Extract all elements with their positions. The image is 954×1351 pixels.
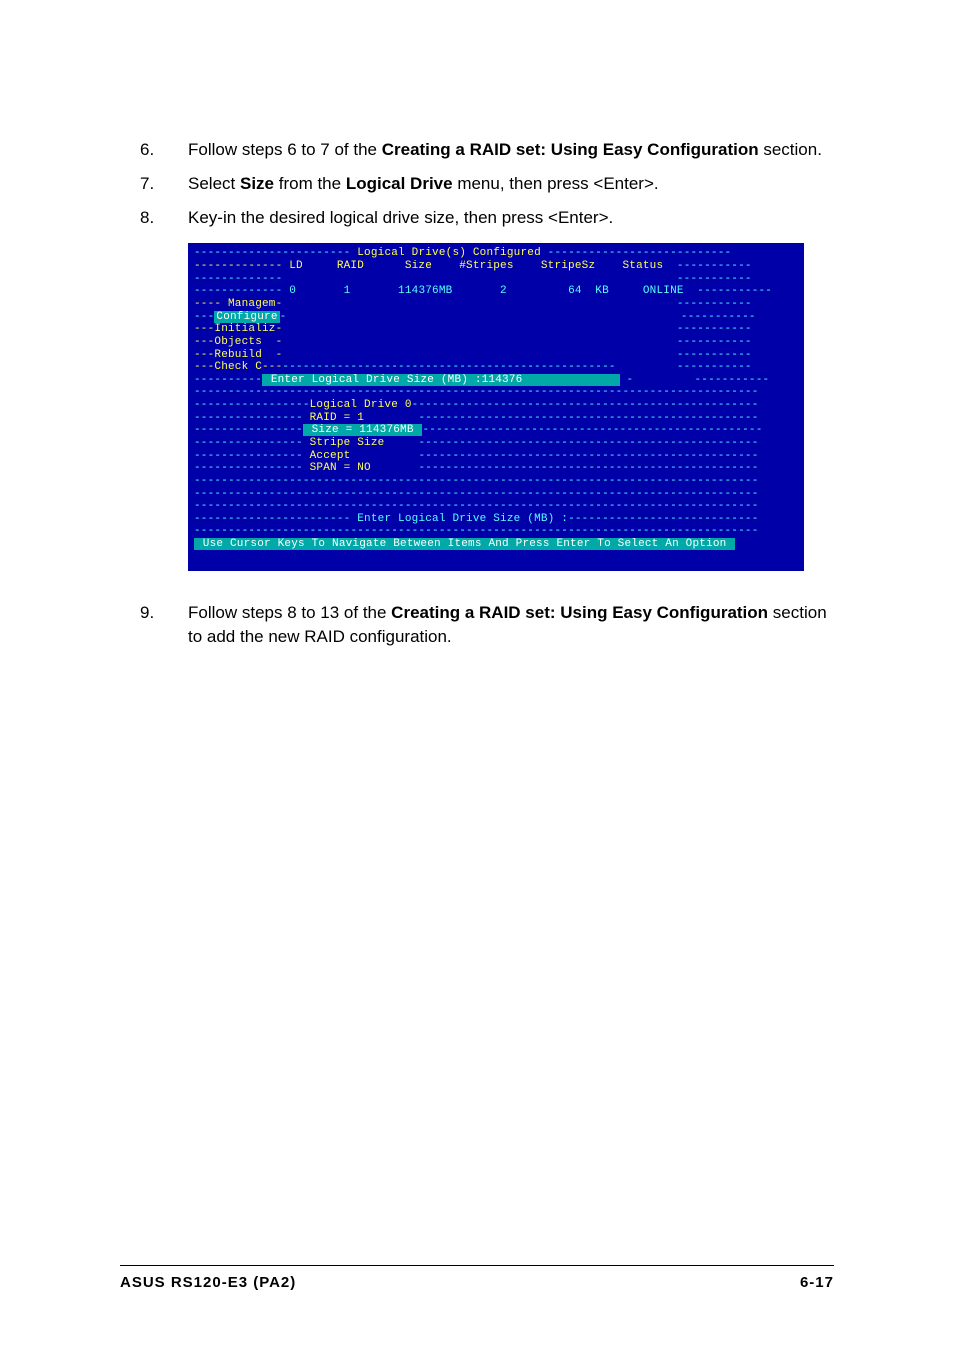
bios-menu-objects: ---Objects - ----------- xyxy=(194,336,798,349)
bios-dash: ------------- ----------- xyxy=(194,273,798,286)
text-part: Key-in the desired logical drive size, t… xyxy=(188,208,613,227)
text-part: from the xyxy=(274,174,346,193)
instruction-list-2: 9. Follow steps 8 to 13 of the Creating … xyxy=(140,601,834,649)
text-part-bold: Creating a RAID set: Using Easy Configur… xyxy=(382,140,759,159)
bios-title-row: ----------------------- Logical Drive(s)… xyxy=(194,247,798,260)
text-part: Follow steps 8 to 13 of the xyxy=(188,603,391,622)
bios-ld0-size: ---------------- Size = 114376MB -------… xyxy=(194,424,798,437)
bios-data-row: ------------- 0 1 114376MB 2 64 KB ONLIN… xyxy=(194,285,798,298)
bios-prompt-row: ----------------------- Enter Logical Dr… xyxy=(194,513,798,526)
text-part-bold: Creating a RAID set: Using Easy Configur… xyxy=(391,603,768,622)
bios-ld0-title: -----------------Logical Drive 0--------… xyxy=(194,399,798,412)
bios-menu-rebuild: ---Rebuild - ----------- xyxy=(194,349,798,362)
step-number: 9. xyxy=(140,601,188,649)
bios-screenshot: ----------------------- Logical Drive(s)… xyxy=(188,243,804,571)
text-part: menu, then press <Enter>. xyxy=(453,174,659,193)
bios-menu-managem: ---- Managem- ----------- xyxy=(194,298,798,311)
bios-navbar: Use Cursor Keys To Navigate Between Item… xyxy=(194,538,798,551)
step-number: 6. xyxy=(140,138,188,162)
bios-ld0-raid: ---------------- RAID = 1 --------------… xyxy=(194,412,798,425)
footer-product: ASUS RS120-E3 (PA2) xyxy=(120,1274,296,1291)
bios-dash: ----------------------------------------… xyxy=(194,488,798,501)
text-part-bold: Logical Drive xyxy=(346,174,453,193)
bios-title: Logical Drive(s) Configured xyxy=(350,247,547,259)
text-part: section. xyxy=(759,140,822,159)
footer-page-number: 6-17 xyxy=(800,1274,834,1291)
bios-dash: ----------------------------------------… xyxy=(194,386,798,399)
step-text: Select Size from the Logical Drive menu,… xyxy=(188,172,834,196)
step-number: 7. xyxy=(140,172,188,196)
bios-ld0-span: ---------------- SPAN = NO -------------… xyxy=(194,462,798,475)
bios-ld0-stripe: ---------------- Stripe Size -----------… xyxy=(194,437,798,450)
step-8: 8. Key-in the desired logical drive size… xyxy=(140,206,834,230)
page-footer: ASUS RS120-E3 (PA2) 6-17 xyxy=(120,1265,834,1291)
step-text: Follow steps 6 to 7 of the Creating a RA… xyxy=(188,138,834,162)
instruction-list: 6. Follow steps 6 to 7 of the Creating a… xyxy=(140,138,834,229)
text-part: Follow steps 6 to 7 of the xyxy=(188,140,382,159)
bios-ld0-accept: ---------------- Accept ----------------… xyxy=(194,450,798,463)
step-text: Key-in the desired logical drive size, t… xyxy=(188,206,834,230)
step-7: 7. Select Size from the Logical Drive me… xyxy=(140,172,834,196)
step-6: 6. Follow steps 6 to 7 of the Creating a… xyxy=(140,138,834,162)
text-part-bold: Size xyxy=(240,174,274,193)
bios-input-row: ---------- Enter Logical Drive Size (MB)… xyxy=(194,374,798,387)
bios-menu-initializ: ---Initializ- ----------- xyxy=(194,323,798,336)
step-number: 8. xyxy=(140,206,188,230)
bios-header-row: ------------- LD RAID Size #Stripes Stri… xyxy=(194,260,798,273)
step-9: 9. Follow steps 8 to 13 of the Creating … xyxy=(140,601,834,649)
bios-prompt-row: ----------------------------------------… xyxy=(194,500,798,513)
bios-menu-configure: ---Configure- ----------- xyxy=(194,311,798,324)
step-text: Follow steps 8 to 13 of the Creating a R… xyxy=(188,601,834,649)
page-content: 6. Follow steps 6 to 7 of the Creating a… xyxy=(0,0,954,719)
text-part: Select xyxy=(188,174,240,193)
bios-prompt-row: ----------------------------------------… xyxy=(194,525,798,538)
bios-dash: ----------------------------------------… xyxy=(194,475,798,488)
bios-menu-check: ---Check C------------------------------… xyxy=(194,361,798,374)
